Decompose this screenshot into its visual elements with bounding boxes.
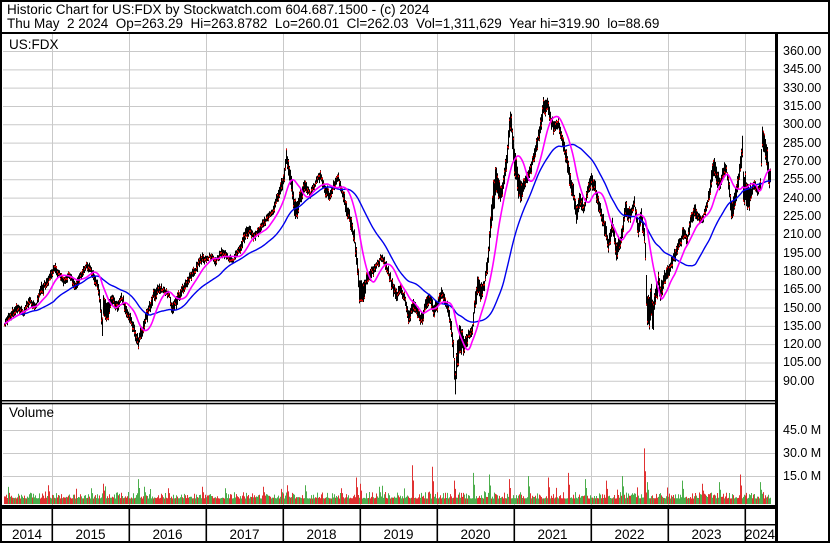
year-label: 2015 — [75, 527, 106, 542]
chart-quote-summary: Thu May 2 2024 Op=263.29 Hi=263.8782 Lo=… — [7, 16, 660, 31]
price-axis-label: 225.00 — [783, 208, 822, 223]
price-axis-label: 300.00 — [783, 117, 822, 132]
volume-axis-label: 30.0 M — [783, 446, 822, 460]
volume-panel-label: Volume — [9, 405, 55, 420]
year-label: 2023 — [691, 527, 722, 542]
chart-title: Historic Chart for US:FDX by Stockwatch.… — [7, 2, 430, 17]
volume-axis-label: 15.0 M — [783, 469, 822, 483]
year-label: 2017 — [229, 527, 260, 542]
price-axis-label: 150.00 — [783, 300, 822, 315]
year-label: 2014 — [11, 527, 43, 542]
price-axis-label: 165.00 — [783, 282, 822, 297]
price-axis-label: 240.00 — [783, 190, 822, 205]
price-axis-label: 195.00 — [783, 245, 822, 260]
price-axis-label: 135.00 — [783, 318, 822, 333]
price-axis-label: 180.00 — [783, 263, 822, 278]
year-label: 2020 — [460, 527, 491, 542]
price-axis-label: 255.00 — [783, 172, 822, 187]
price-axis-label: 120.00 — [783, 337, 822, 352]
volume-axis-label: 45.0 M — [783, 423, 822, 437]
price-axis-label: 210.00 — [783, 227, 822, 242]
price-axis-label: 285.00 — [783, 135, 822, 150]
price-axis-label: 270.00 — [783, 153, 822, 168]
price-axis-label: 315.00 — [783, 98, 822, 113]
year-label: 2016 — [152, 527, 183, 542]
price-axis-label: 330.00 — [783, 80, 822, 95]
price-axis-label: 345.00 — [783, 62, 822, 77]
year-label: 2022 — [614, 527, 645, 542]
year-label: 2021 — [537, 527, 568, 542]
symbol-label: US:FDX — [9, 37, 59, 52]
year-label: 2018 — [306, 527, 337, 542]
price-axis-label: 360.00 — [783, 44, 822, 58]
year-label: 2019 — [383, 527, 414, 542]
price-axis-label: 90.00 — [783, 373, 815, 388]
year-label: 2024 — [744, 527, 776, 542]
price-axis-label: 105.00 — [783, 355, 822, 370]
